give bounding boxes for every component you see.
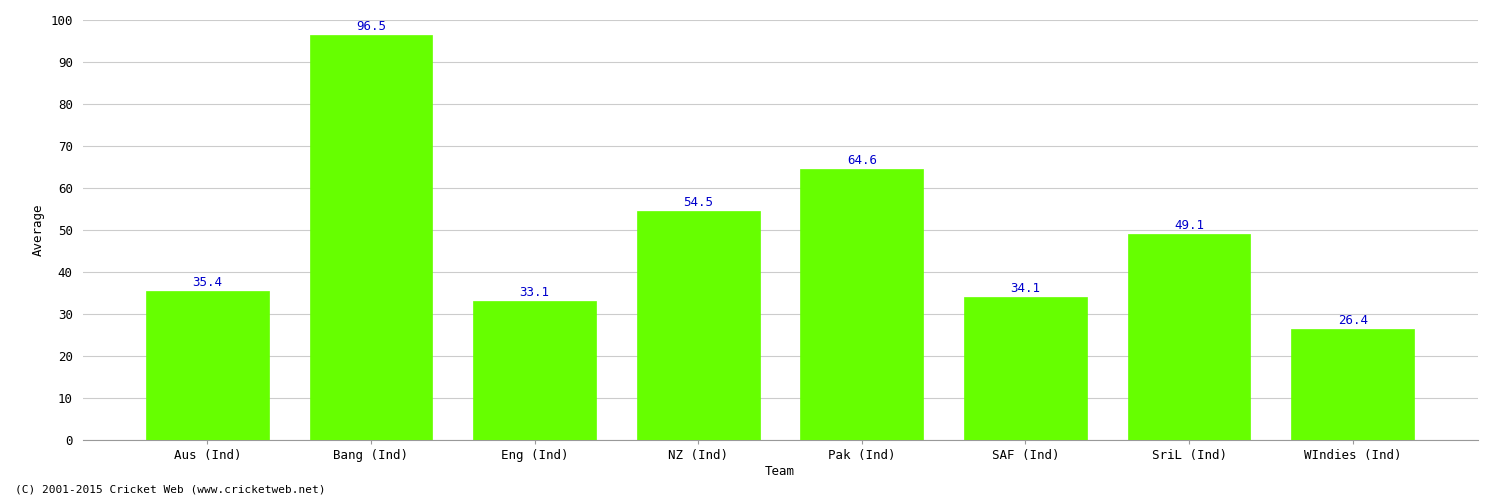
Text: 49.1: 49.1 (1174, 218, 1204, 232)
Text: 26.4: 26.4 (1338, 314, 1368, 327)
Text: 33.1: 33.1 (519, 286, 549, 299)
Bar (1128, 234, 1251, 440)
Text: 35.4: 35.4 (192, 276, 222, 289)
Text: 54.5: 54.5 (682, 196, 712, 209)
Bar (801, 168, 922, 440)
Bar (964, 297, 1088, 440)
Bar (1292, 329, 1414, 440)
Text: 96.5: 96.5 (356, 20, 386, 32)
Text: 34.1: 34.1 (1011, 282, 1041, 294)
Bar (309, 34, 432, 440)
Bar (146, 292, 268, 440)
Text: 64.6: 64.6 (847, 154, 877, 166)
X-axis label: Team: Team (765, 465, 795, 478)
Bar (638, 211, 759, 440)
Text: (C) 2001-2015 Cricket Web (www.cricketweb.net): (C) 2001-2015 Cricket Web (www.cricketwe… (15, 485, 326, 495)
Y-axis label: Average: Average (32, 204, 45, 256)
Bar (472, 301, 596, 440)
